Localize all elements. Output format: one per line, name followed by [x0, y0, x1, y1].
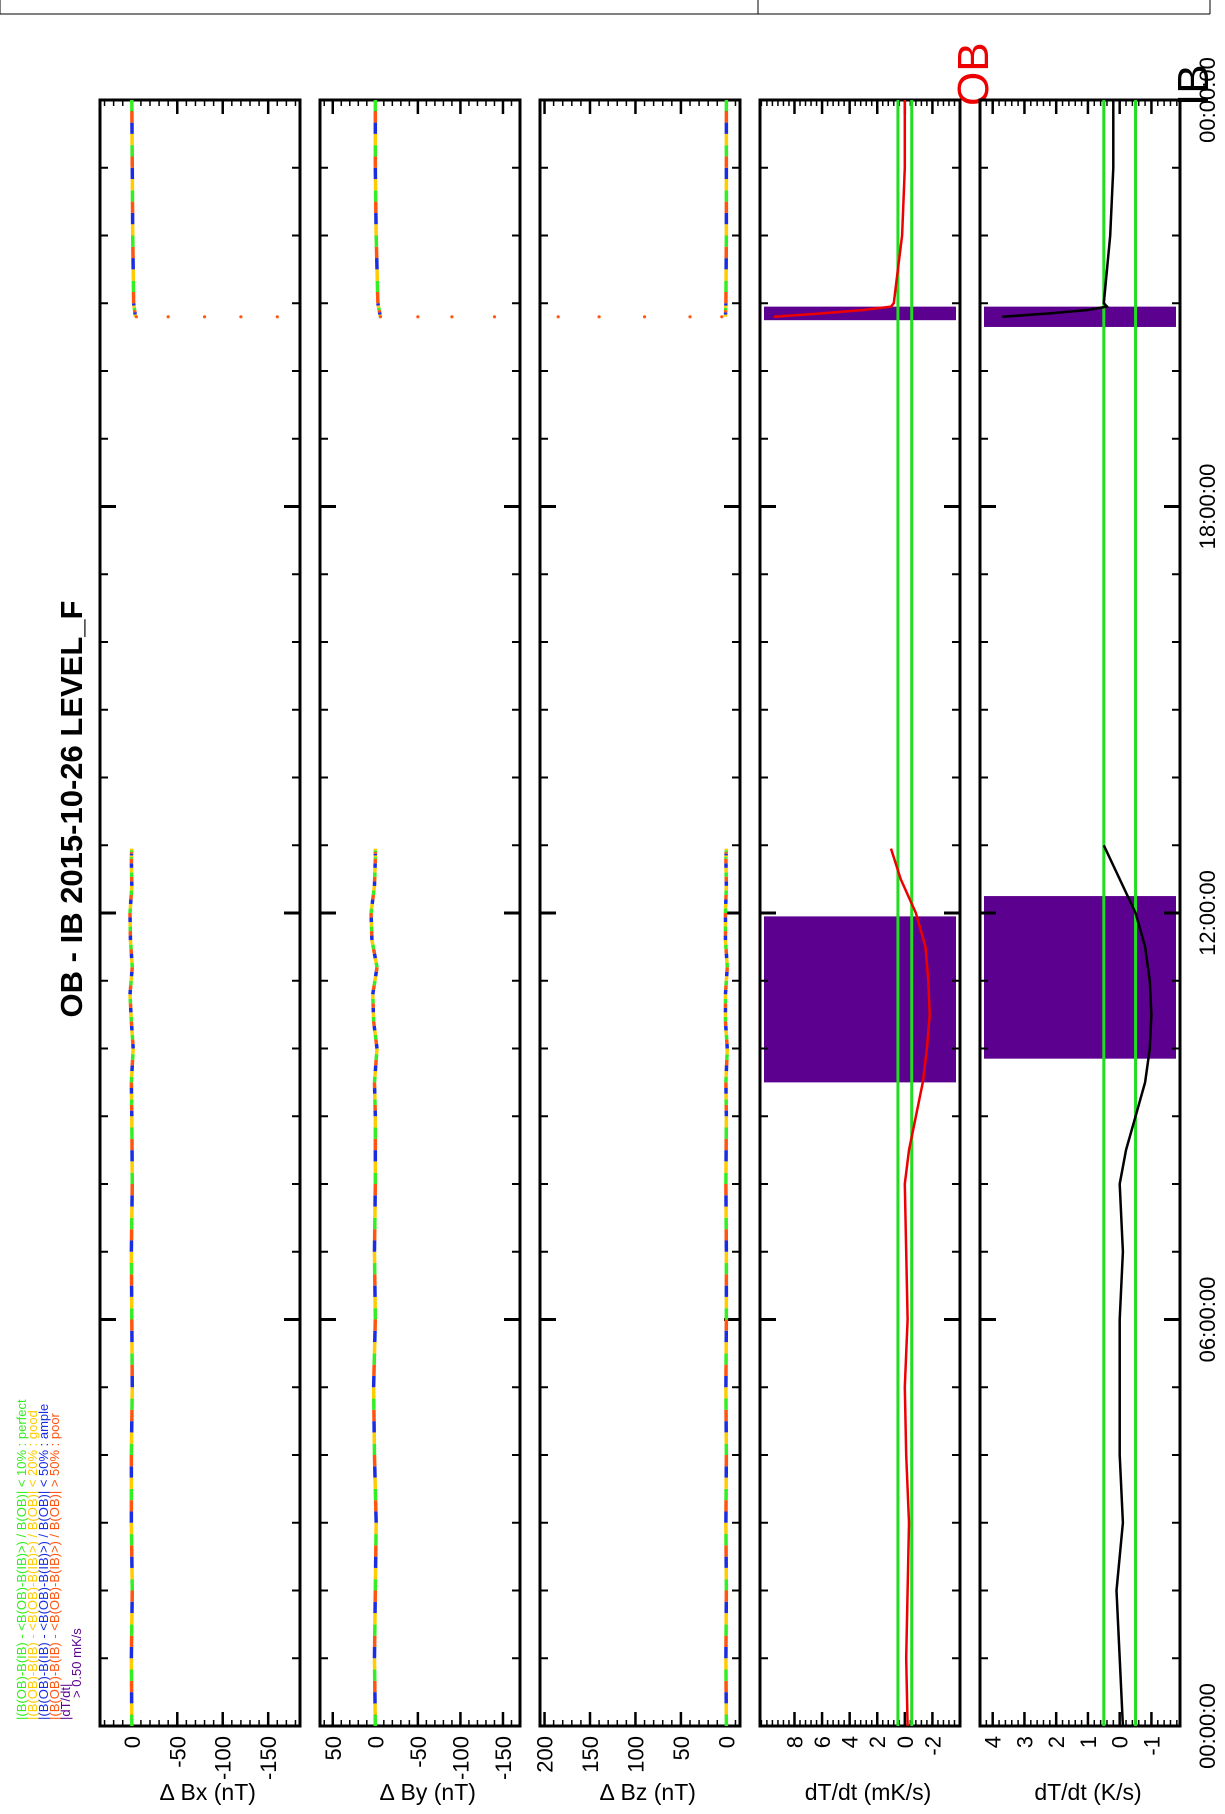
y-tick-label: 0 — [1108, 1736, 1133, 1748]
y-tick-label: 0 — [893, 1736, 918, 1748]
spike-point — [202, 315, 207, 319]
spike-point — [492, 315, 497, 319]
y-tick-label: -150 — [256, 1736, 281, 1780]
legend-entry: |dT/dt| — [58, 1684, 73, 1720]
series-dash — [374, 1039, 379, 1045]
y-tick-label: 0 — [120, 1736, 145, 1748]
y-tick-label: 8 — [782, 1736, 807, 1748]
series-dash — [370, 939, 375, 945]
y-tick-label: 2 — [865, 1736, 890, 1748]
series-dash — [373, 1030, 378, 1036]
series-dash — [373, 1034, 378, 1040]
y-tick-label: -100 — [448, 1736, 473, 1780]
highlight-span — [984, 896, 1176, 1059]
panel-dTdt_IB: 4 3 2 1 0 -1 dT/dt (K/s) IB — [978, 64, 1218, 1805]
y-tick-label: -150 — [491, 1736, 516, 1780]
header-frame — [0, 0, 1211, 15]
y-tick-label: 50 — [669, 1736, 694, 1760]
y-axis-label: ∆ Bz (nT) — [600, 1779, 696, 1805]
y-tick-label: -50 — [406, 1736, 431, 1768]
series-dash — [371, 944, 376, 950]
legend-entry: > 0.50 mK/s — [69, 1628, 84, 1698]
spike-point — [597, 315, 601, 319]
panel-dBx: 0 -50 -100 -150∆ Bx (nT) — [98, 98, 302, 1805]
highlight-span — [984, 306, 1176, 327]
spike-point — [556, 315, 560, 319]
time-tick-label: 18:00:00 — [1195, 464, 1220, 550]
series-line — [773, 100, 907, 319]
y-tick-label: -100 — [211, 1736, 236, 1780]
series-dash — [371, 890, 376, 896]
panel-dBy: 50 0 -50 -100 -150 ∆ By (nT) — [318, 98, 522, 1805]
panel-dTdt_OB: 8 6 4 2 0 -2 dT/dt (mK/s) OB — [758, 42, 998, 1805]
spike-point — [416, 315, 420, 319]
y-tick-label: 100 — [623, 1736, 648, 1773]
legend-entry: |(B(OB)-B(IB) - <B(OB)-B(IB)>) / B(OB)| … — [25, 1410, 40, 1720]
legend-entry: |(B(OB)-B(IB) - <B(OB)-B(IB)>) / B(OB)| … — [36, 1404, 51, 1720]
y-axis-label: dT/dt (mK/s) — [805, 1779, 932, 1805]
series-line — [1102, 844, 1153, 1727]
y-axis-label: ∆ By (nT) — [380, 1779, 476, 1805]
series-line — [889, 848, 931, 1727]
series-dash — [369, 908, 374, 914]
y-tick-label: 0 — [714, 1736, 739, 1748]
y-tick-label: 4 — [981, 1736, 1006, 1748]
y-tick-label: 150 — [578, 1736, 603, 1773]
spike-point — [720, 315, 724, 319]
y-tick-label: 1 — [1076, 1736, 1101, 1748]
time-tick-label: 12:00:00 — [1195, 870, 1220, 956]
time-tick-label: 00:00:00 — [1195, 57, 1220, 143]
y-tick-label: 2 — [1044, 1736, 1069, 1748]
series-dash — [371, 948, 377, 954]
highlight-span — [764, 306, 956, 321]
panel-tag: IB — [1169, 64, 1218, 106]
spike-point — [166, 315, 170, 319]
time-tick-label: 06:00:00 — [1195, 1277, 1220, 1363]
series-dash — [374, 966, 379, 972]
series-dash — [373, 957, 378, 964]
highlight-span — [764, 916, 956, 1083]
series-dash — [371, 984, 376, 991]
series-dash — [370, 899, 375, 905]
y-axis-label: ∆ Bx (nT) — [160, 1779, 256, 1805]
spike-point — [275, 315, 279, 319]
series-dash — [372, 980, 377, 986]
chart-title: OB - IB 2015-10-26 LEVEL_F — [54, 601, 89, 1018]
series-dash — [372, 953, 378, 959]
panel-dBz: 200 150 100 50 0 ∆ Bz (nT) — [533, 98, 742, 1805]
spike-point — [134, 315, 138, 319]
panel-tag: OB — [949, 42, 998, 106]
y-tick-label: 3 — [1012, 1736, 1037, 1748]
series-dash — [371, 1021, 376, 1027]
y-tick-label: 0 — [363, 1736, 388, 1748]
spike-point — [450, 315, 454, 319]
series-dash — [371, 989, 376, 995]
y-tick-label: 200 — [533, 1736, 558, 1773]
y-tick-label: 6 — [810, 1736, 835, 1748]
series-dash — [372, 1025, 377, 1031]
legend-entry: |(B(OB)-B(IB) - <B(OB)-B(IB)>) / B(OB)| … — [47, 1412, 62, 1720]
series-dash — [372, 885, 377, 891]
y-tick-label: -2 — [920, 1736, 945, 1756]
spike-point — [239, 315, 243, 319]
series-dash — [374, 962, 379, 968]
y-axis-label: dT/dt (K/s) — [1034, 1779, 1141, 1805]
time-tick-label: 00:00:00 — [1195, 1683, 1220, 1769]
series-dash — [373, 975, 378, 982]
series-dash — [369, 903, 374, 909]
series-dash — [371, 894, 376, 900]
y-tick-label: -1 — [1139, 1736, 1164, 1756]
y-tick-label: 4 — [838, 1736, 863, 1748]
spike-point — [378, 315, 383, 319]
series-line — [1002, 100, 1115, 319]
legend-entry: |(B(OB)-B(IB) - <B(OB)-B(IB)>) / B(OB)| … — [14, 1399, 29, 1720]
spike-point — [642, 315, 647, 319]
y-tick-label: -50 — [165, 1736, 190, 1768]
y-tick-label: 50 — [321, 1736, 346, 1760]
spike-point — [688, 315, 692, 319]
series-dash — [373, 971, 379, 977]
series-dash — [374, 1043, 379, 1049]
